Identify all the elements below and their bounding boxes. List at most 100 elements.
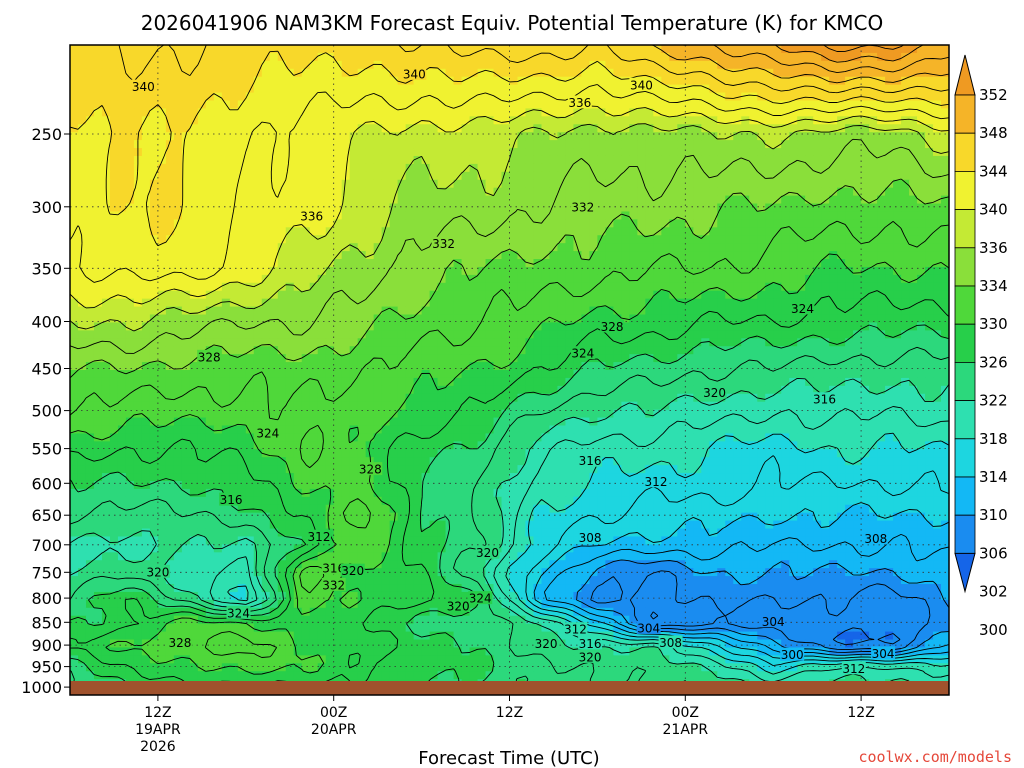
field-cell <box>901 354 910 363</box>
field-cell <box>493 187 503 197</box>
field-cell <box>517 393 527 403</box>
field-cell <box>181 211 191 220</box>
field-cell <box>653 370 662 379</box>
field-cell <box>637 314 646 324</box>
field-cell <box>869 140 878 149</box>
field-cell <box>325 219 335 228</box>
field-cell <box>493 124 503 133</box>
field-cell <box>509 338 519 347</box>
field-cell <box>365 163 375 173</box>
field-cell <box>813 385 822 395</box>
field-cell <box>405 124 415 133</box>
field-cell <box>333 370 343 379</box>
field-cell <box>349 274 359 284</box>
field-cell <box>197 76 207 86</box>
field-cell <box>349 68 359 78</box>
field-cell <box>653 282 662 292</box>
field-cell <box>389 148 399 157</box>
field-cell <box>893 163 902 173</box>
field-cell <box>565 195 575 205</box>
field-cell <box>581 393 591 403</box>
field-cell <box>589 282 598 292</box>
field-cell <box>397 163 407 173</box>
field-cell <box>373 282 383 292</box>
field-cell <box>533 354 543 363</box>
field-cell <box>301 346 311 355</box>
field-cell <box>181 108 191 117</box>
field-cell <box>485 108 495 117</box>
field-cell <box>149 148 159 157</box>
field-cell <box>293 203 303 213</box>
field-cell <box>597 163 606 173</box>
field-cell <box>509 52 519 62</box>
field-cell <box>429 100 439 110</box>
field-cell <box>357 108 367 117</box>
field-cell <box>677 314 686 324</box>
field-cell <box>789 140 798 149</box>
field-cell <box>613 266 622 276</box>
field-cell <box>205 393 215 403</box>
field-cell <box>445 298 455 308</box>
field-cell <box>405 100 415 110</box>
field-cell <box>677 155 686 165</box>
field-cell <box>677 148 686 157</box>
field-cell <box>413 314 423 324</box>
field-cell <box>797 385 806 395</box>
field-cell <box>765 370 774 379</box>
field-cell <box>869 362 878 371</box>
field-cell <box>757 92 766 102</box>
field-cell <box>253 92 263 102</box>
field-cell <box>845 266 854 276</box>
field-cell <box>725 45 734 54</box>
field-cell <box>317 259 327 268</box>
field-cell <box>557 187 567 197</box>
field-cell <box>613 108 622 117</box>
field-cell <box>501 266 511 276</box>
field-cell <box>613 60 622 70</box>
field-cell <box>941 140 949 149</box>
field-cell <box>685 52 694 62</box>
field-cell <box>453 203 463 213</box>
field-cell <box>493 370 503 379</box>
field-cell <box>829 227 838 236</box>
field-cell <box>789 370 798 379</box>
field-cell <box>205 148 215 157</box>
field-cell <box>765 354 774 363</box>
field-cell <box>565 203 575 213</box>
field-cell <box>245 322 255 331</box>
field-cell <box>269 282 279 292</box>
field-cell <box>197 235 207 244</box>
field-cell <box>429 346 439 355</box>
field-cell <box>101 211 111 220</box>
field-cell <box>869 370 878 379</box>
field-cell <box>645 251 654 260</box>
field-cell <box>613 290 622 300</box>
field-cell <box>93 306 103 316</box>
field-cell <box>381 330 391 339</box>
field-cell <box>229 314 239 324</box>
field-cell <box>869 116 878 125</box>
field-cell <box>341 393 351 403</box>
field-cell <box>885 195 894 205</box>
field-cell <box>725 251 734 260</box>
field-cell <box>549 116 559 125</box>
field-cell <box>245 354 255 363</box>
field-cell <box>701 346 710 355</box>
field-cell <box>901 163 910 173</box>
field-cell <box>733 346 742 355</box>
field-cell <box>485 362 495 371</box>
field-cell <box>469 187 479 197</box>
field-cell <box>581 211 591 220</box>
field-cell <box>421 354 431 363</box>
field-cell <box>229 227 239 236</box>
field-cell <box>805 338 814 347</box>
field-cell <box>597 171 606 181</box>
field-cell <box>557 354 567 363</box>
field-cell <box>757 385 766 395</box>
field-cell <box>517 385 527 395</box>
field-cell <box>629 52 638 62</box>
field-cell <box>469 108 479 117</box>
field-cell <box>773 45 782 54</box>
field-cell <box>709 346 718 355</box>
field-cell <box>757 393 766 403</box>
